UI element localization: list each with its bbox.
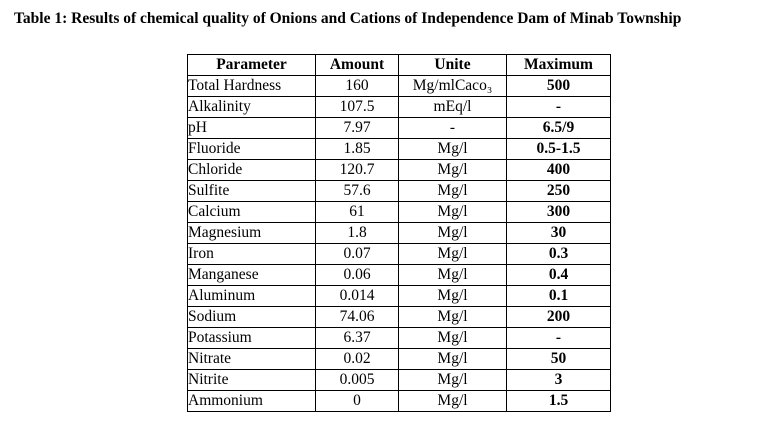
parameter-cell: Nitrite xyxy=(187,369,316,391)
header-amount: Amount xyxy=(315,54,399,76)
maximum-cell: 50 xyxy=(506,348,611,370)
amount-cell: 61 xyxy=(315,201,399,223)
maximum-cell: - xyxy=(506,96,611,118)
table-row: Potassium 6.37 Mg/l - xyxy=(187,327,611,349)
table-row: Ammonium 0 Mg/l 1.5 xyxy=(187,390,611,412)
header-unite: Unite xyxy=(398,54,507,76)
amount-cell: 7.97 xyxy=(315,117,399,139)
unit-cell: Mg/mlCaco₃ xyxy=(398,75,507,97)
table-row: Magnesium 1.8 Mg/l 30 xyxy=(187,222,611,244)
amount-cell: 160 xyxy=(315,75,399,97)
parameter-cell: Ammonium xyxy=(187,390,316,412)
unit-cell: Mg/l xyxy=(398,327,507,349)
unit-cell: Mg/l xyxy=(398,348,507,370)
unit-cell: Mg/l xyxy=(398,243,507,265)
parameter-cell: Manganese xyxy=(187,264,316,286)
amount-cell: 1.85 xyxy=(315,138,399,160)
unit-cell: mEq/l xyxy=(398,96,507,118)
parameter-cell: Potassium xyxy=(187,327,316,349)
maximum-cell: 250 xyxy=(506,180,611,202)
parameter-cell: Chloride xyxy=(187,159,316,181)
parameter-cell: Total Hardness xyxy=(187,75,316,97)
maximum-cell: 200 xyxy=(506,306,611,328)
amount-cell: 0.07 xyxy=(315,243,399,265)
parameter-cell: Iron xyxy=(187,243,316,265)
parameter-cell: Alkalinity xyxy=(187,96,316,118)
parameter-cell: Calcium xyxy=(187,201,316,223)
table-row: Nitrite 0.005 Mg/l 3 xyxy=(187,369,611,391)
table-row: Aluminum 0.014 Mg/l 0.1 xyxy=(187,285,611,307)
table-row: Iron 0.07 Mg/l 0.3 xyxy=(187,243,611,265)
parameter-cell: Sulfite xyxy=(187,180,316,202)
unit-cell: Mg/l xyxy=(398,264,507,286)
amount-cell: 0 xyxy=(315,390,399,412)
maximum-cell: 1.5 xyxy=(506,390,611,412)
maximum-cell: 0.3 xyxy=(506,243,611,265)
table-row: Calcium 61 Mg/l 300 xyxy=(187,201,611,223)
table-row: Chloride 120.7 Mg/l 400 xyxy=(187,159,611,181)
table-caption: Table 1: Results of chemical quality of … xyxy=(14,10,682,27)
unit-cell: Mg/l xyxy=(398,138,507,160)
table-row: Manganese 0.06 Mg/l 0.4 xyxy=(187,264,611,286)
maximum-cell: 0.4 xyxy=(506,264,611,286)
table-row: Sodium 74.06 Mg/l 200 xyxy=(187,306,611,328)
maximum-cell: 30 xyxy=(506,222,611,244)
table-row: Alkalinity 107.5 mEq/l - xyxy=(187,96,611,118)
unit-cell: Mg/l xyxy=(398,285,507,307)
amount-cell: 107.5 xyxy=(315,96,399,118)
unit-cell: - xyxy=(398,117,507,139)
amount-cell: 120.7 xyxy=(315,159,399,181)
maximum-cell: - xyxy=(506,327,611,349)
header-maximum: Maximum xyxy=(506,54,611,76)
header-parameter: Parameter xyxy=(187,54,316,76)
unit-cell: Mg/l xyxy=(398,159,507,181)
maximum-cell: 500 xyxy=(506,75,611,97)
results-table: Parameter Amount Unite Maximum Total Har… xyxy=(187,54,611,412)
table-row: Sulfite 57.6 Mg/l 250 xyxy=(187,180,611,202)
table-row: pH 7.97-6.5/9 xyxy=(187,117,611,139)
amount-cell: 0.06 xyxy=(315,264,399,286)
table-row: Nitrate 0.02 Mg/l 50 xyxy=(187,348,611,370)
maximum-cell: 300 xyxy=(506,201,611,223)
parameter-cell: pH xyxy=(187,117,316,139)
maximum-cell: 400 xyxy=(506,159,611,181)
amount-cell: 0.02 xyxy=(315,348,399,370)
amount-cell: 57.6 xyxy=(315,180,399,202)
maximum-cell: 0.1 xyxy=(506,285,611,307)
amount-cell: 0.005 xyxy=(315,369,399,391)
amount-cell: 74.06 xyxy=(315,306,399,328)
table-row: Total Hardness 160 Mg/mlCaco₃ 500 xyxy=(187,75,611,97)
unit-cell: Mg/l xyxy=(398,201,507,223)
parameter-cell: Sodium xyxy=(187,306,316,328)
unit-cell: Mg/l xyxy=(398,180,507,202)
unit-cell: Mg/l xyxy=(398,222,507,244)
table-body: Total Hardness 160 Mg/mlCaco₃ 500 Alkalinity… xyxy=(187,75,611,412)
unit-cell: Mg/l xyxy=(398,306,507,328)
parameter-cell: Magnesium xyxy=(187,222,316,244)
header-row: Parameter Amount Unite Maximum xyxy=(187,54,611,76)
unit-cell: Mg/l xyxy=(398,369,507,391)
parameter-cell: Nitrate xyxy=(187,348,316,370)
unit-cell: Mg/l xyxy=(398,390,507,412)
maximum-cell: 3 xyxy=(506,369,611,391)
amount-cell: 6.37 xyxy=(315,327,399,349)
maximum-cell: 6.5/9 xyxy=(506,117,611,139)
amount-cell: 0.014 xyxy=(315,285,399,307)
parameter-cell: Fluoride xyxy=(187,138,316,160)
amount-cell: 1.8 xyxy=(315,222,399,244)
table-row: Fluoride 1.85 Mg/l 0.5-1.5 xyxy=(187,138,611,160)
parameter-cell: Aluminum xyxy=(187,285,316,307)
maximum-cell: 0.5-1.5 xyxy=(506,138,611,160)
